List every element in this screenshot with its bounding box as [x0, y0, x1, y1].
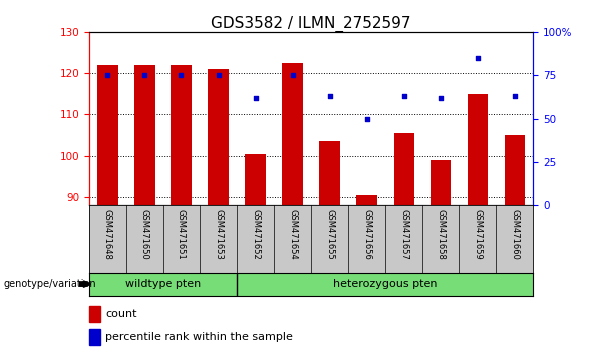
- Point: [213, 73, 223, 78]
- Bar: [283, 63, 303, 205]
- Text: wildtype pten: wildtype pten: [125, 279, 201, 289]
- Text: GSM471659: GSM471659: [473, 209, 482, 259]
- Point: [140, 73, 150, 78]
- Point: [102, 73, 112, 78]
- Bar: [245, 154, 265, 205]
- Text: GSM471652: GSM471652: [251, 209, 260, 259]
- Text: GSM471660: GSM471660: [510, 209, 519, 259]
- Text: GSM471648: GSM471648: [103, 209, 112, 259]
- Text: GSM471650: GSM471650: [140, 209, 149, 259]
- Bar: [468, 94, 488, 205]
- Point: [510, 93, 520, 99]
- Bar: [97, 65, 118, 205]
- Bar: [89, 306, 99, 321]
- Text: GSM471656: GSM471656: [362, 209, 371, 259]
- Bar: [357, 195, 377, 205]
- Text: GSM471654: GSM471654: [288, 209, 297, 259]
- Bar: [89, 329, 99, 345]
- Bar: [134, 65, 154, 205]
- Point: [399, 93, 409, 99]
- Text: percentile rank within the sample: percentile rank within the sample: [105, 332, 293, 342]
- Point: [473, 55, 482, 61]
- Bar: [171, 65, 192, 205]
- Text: GSM471658: GSM471658: [436, 209, 445, 259]
- Bar: [430, 160, 451, 205]
- Point: [362, 116, 371, 121]
- Bar: [394, 133, 414, 205]
- Text: count: count: [105, 309, 136, 319]
- Text: GSM471655: GSM471655: [325, 209, 334, 259]
- Text: GSM471653: GSM471653: [214, 209, 223, 259]
- Text: GSM471651: GSM471651: [177, 209, 186, 259]
- Title: GDS3582 / ILMN_2752597: GDS3582 / ILMN_2752597: [211, 16, 411, 32]
- Point: [287, 73, 297, 78]
- Point: [177, 73, 186, 78]
- Bar: [504, 135, 525, 205]
- Point: [325, 93, 335, 99]
- Bar: [208, 69, 229, 205]
- Point: [251, 95, 261, 101]
- Bar: [319, 141, 340, 205]
- Text: genotype/variation: genotype/variation: [3, 279, 96, 289]
- Text: heterozygous pten: heterozygous pten: [333, 279, 438, 289]
- Text: GSM471657: GSM471657: [399, 209, 408, 259]
- Point: [436, 95, 446, 101]
